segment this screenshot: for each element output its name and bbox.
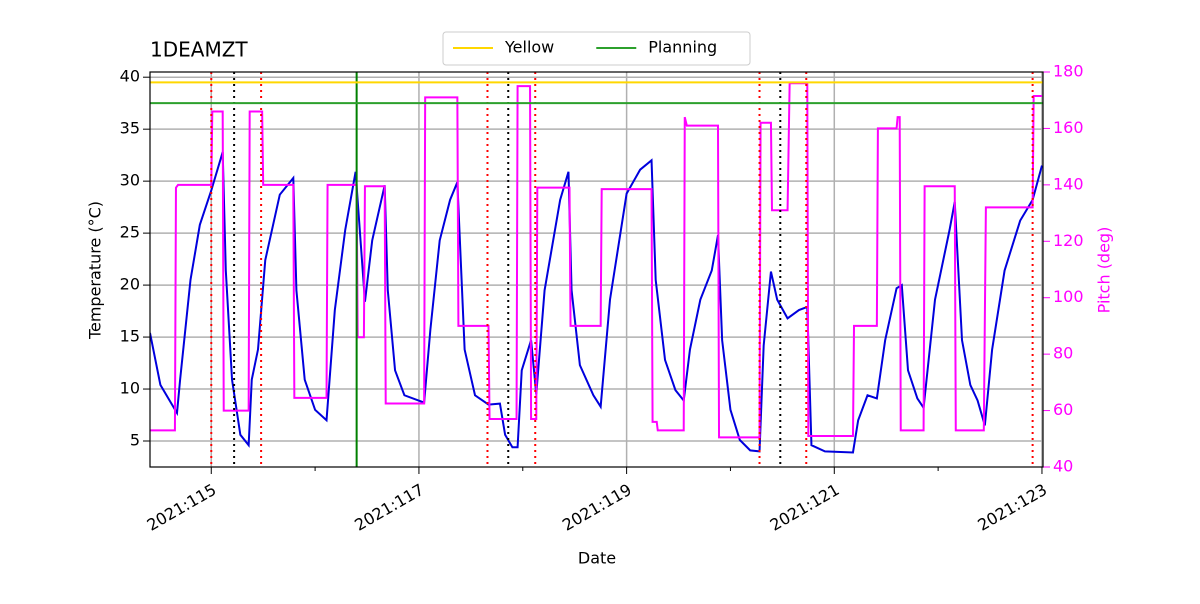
y2-tick-label: 100 [1053,287,1084,306]
y-tick-label: 35 [120,119,140,138]
y2-tick-label: 40 [1053,457,1073,476]
chart-title: 1DEAMZT [150,38,248,62]
legend-label: Yellow [504,38,554,57]
y2-tick-label: 140 [1053,174,1084,193]
legend-label: Planning [648,38,717,57]
y-tick-label: 25 [120,223,140,242]
y-tick-label: 30 [120,171,140,190]
y-tick-label: 15 [120,327,140,346]
data-line [150,151,1043,454]
y2-tick-label: 60 [1053,400,1073,419]
y2-tick-label: 180 [1053,62,1084,81]
y2-tick-label: 80 [1053,344,1073,363]
x-axis-label: Date [578,549,616,568]
y-tick-label: 10 [120,379,140,398]
y-tick-label: 20 [120,275,140,294]
y2-tick-label: 160 [1053,118,1084,137]
y-tick-label: 40 [120,67,140,86]
data-line [150,82,1042,439]
plot-frame [149,71,1044,468]
y2-tick-label: 120 [1053,231,1084,250]
plot-area [150,72,1043,467]
y-tick-label: 5 [130,431,140,450]
y-axis-label: Temperature (°C) [86,201,105,340]
y2-axis-label: Pitch (deg) [1095,227,1114,314]
